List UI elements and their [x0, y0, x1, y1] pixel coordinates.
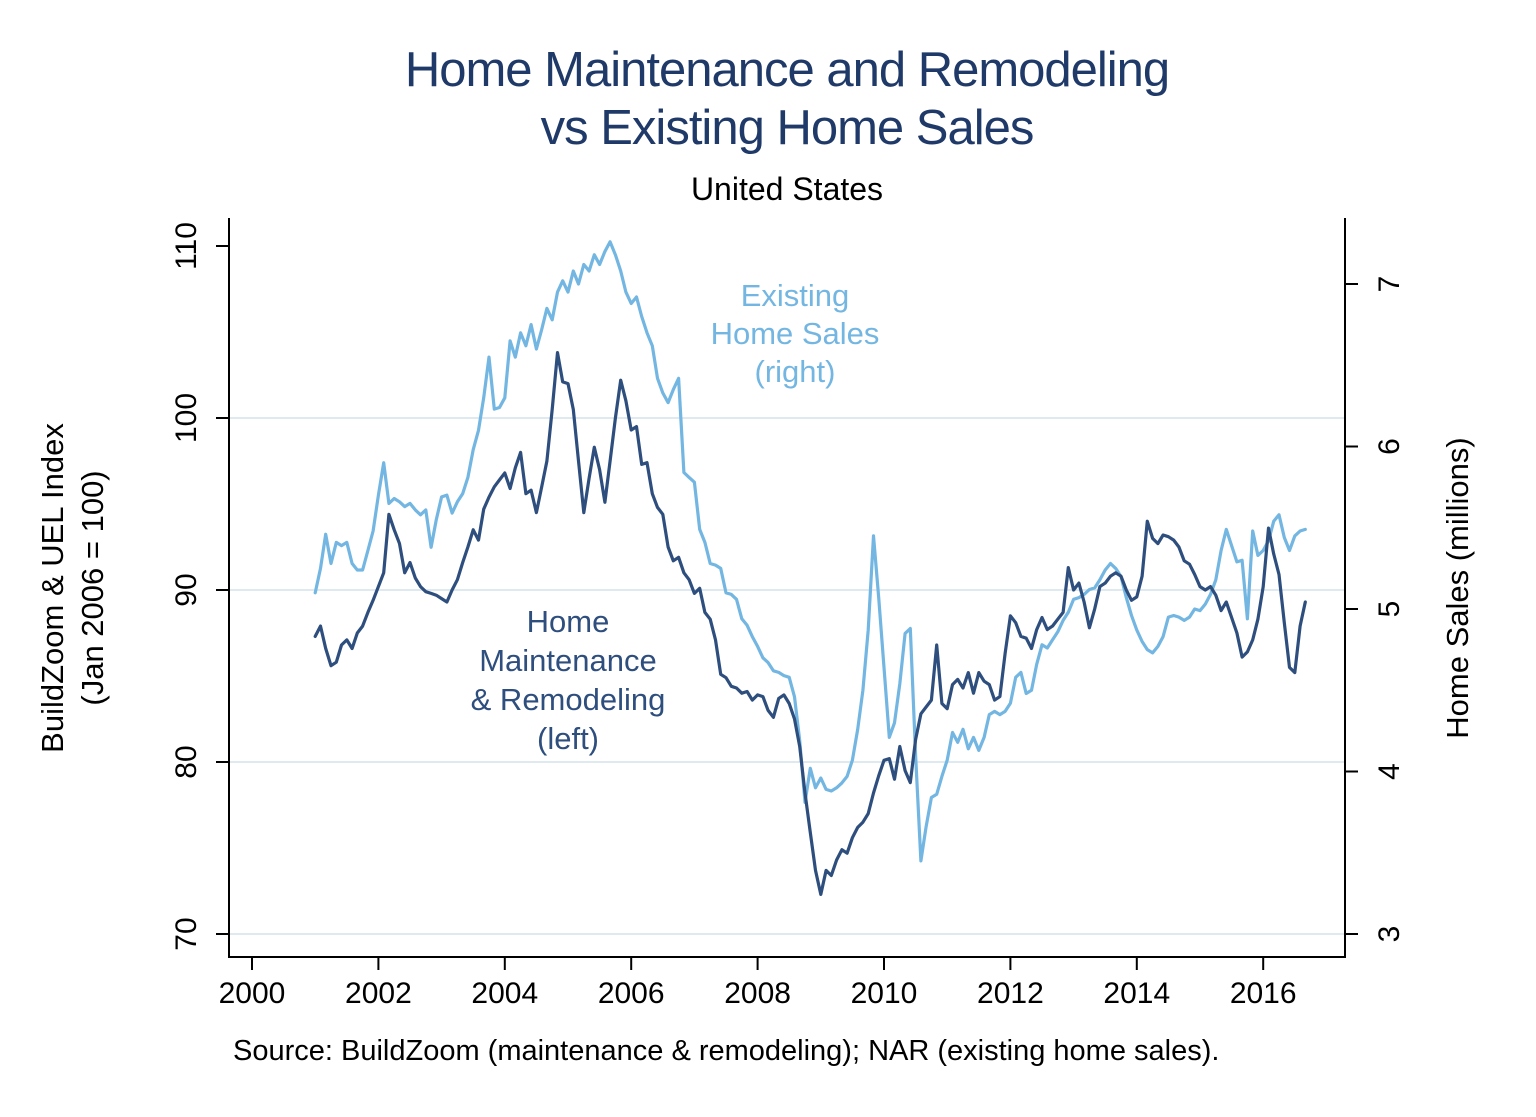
annotation-maintenance-line-2: Maintenance [479, 643, 657, 678]
left-axis-tick-label-90: 90 [170, 573, 203, 606]
right-axis-tick-label-6: 6 [1373, 438, 1406, 455]
annotation-existing-line-1: Existing [741, 278, 850, 313]
series-line-existing-home-sales [313, 240, 1307, 863]
left-axis-tick-label-110: 110 [170, 222, 203, 270]
annotation-maintenance-line-4: (left) [537, 721, 599, 756]
left-axis-tick-label-100: 100 [170, 393, 203, 443]
gridlines-layer [229, 417, 1345, 935]
chart-title-line-1: Home Maintenance and Remodeling [405, 43, 1169, 97]
x-axis-tick-label-2004: 2004 [471, 977, 538, 1010]
series-layer [313, 240, 1307, 897]
annotation-existing-line-2: Home Sales [711, 316, 880, 351]
left-axis-title-line-2: (Jan 2006 = 100) [75, 470, 110, 705]
x-axis-tick-label-2006: 2006 [598, 977, 665, 1010]
left-axis-title-line-1: BuildZoom & UEL Index [35, 423, 70, 753]
right-axis-tick-label-3: 3 [1373, 926, 1406, 943]
right-axis-title: Home Sales (millions) [1440, 437, 1475, 738]
left-axis-tick-label-80: 80 [170, 745, 203, 778]
chart-title-line-2: vs Existing Home Sales [541, 101, 1034, 155]
source-note: Source: BuildZoom (maintenance & remodel… [233, 1035, 1219, 1067]
series-line-home-maintenance-remodeling [313, 351, 1307, 897]
right-axis-tick-label-7: 7 [1373, 276, 1406, 293]
chart-subtitle: United States [691, 171, 883, 207]
annotation-maintenance-line-3: & Remodeling [471, 682, 666, 717]
left-axis-tick-label-70: 70 [170, 917, 203, 950]
annotation-existing-home-sales: Existing Home Sales (right) [711, 278, 880, 389]
x-axis-tick-label-2002: 2002 [345, 977, 412, 1010]
annotation-maintenance-line-1: Home [527, 604, 610, 639]
x-axis-tick-label-2010: 2010 [851, 977, 918, 1010]
x-axis-tick-label-2014: 2014 [1103, 977, 1170, 1010]
axes-layer: 70 80 90 100 110 3 4 5 6 7 2000 2002 2004 2006 2008 201… [170, 218, 1406, 1010]
annotation-home-maintenance: Home Maintenance & Remodeling (left) [471, 604, 666, 756]
annotation-existing-line-3: (right) [755, 354, 836, 389]
right-axis-tick-label-5: 5 [1373, 601, 1406, 618]
x-axis-tick-label-2008: 2008 [724, 977, 791, 1010]
x-axis-tick-label-2016: 2016 [1230, 977, 1297, 1010]
x-axis-tick-label-2000: 2000 [219, 977, 286, 1010]
x-axis-tick-label-2012: 2012 [977, 977, 1044, 1010]
right-axis-tick-label-4: 4 [1373, 763, 1406, 780]
